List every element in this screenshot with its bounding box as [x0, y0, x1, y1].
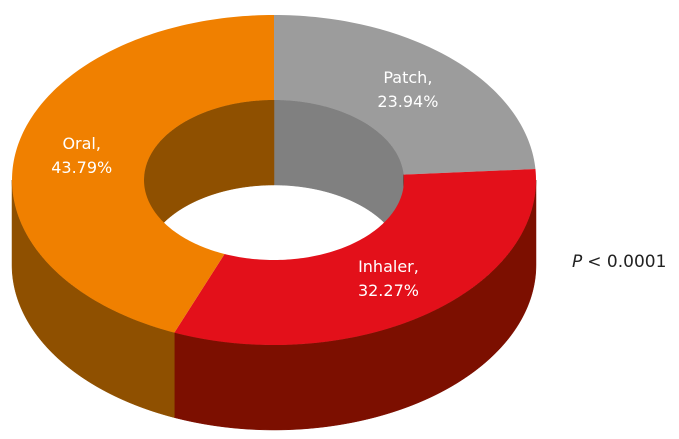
slice: [12, 15, 274, 333]
slice-label: Inhaler,: [358, 257, 419, 276]
slice-value-label: 32.27%: [358, 281, 419, 300]
slice-value-label: 23.94%: [377, 92, 438, 111]
slice-label: Oral,: [62, 134, 101, 153]
annotation-text: < 0.0001: [587, 252, 666, 272]
slice: [274, 15, 536, 175]
slice-value-label: 43.79%: [51, 158, 112, 177]
slice-label: Patch,: [383, 68, 432, 87]
annotation: P < 0.0001: [572, 252, 666, 272]
annotation-p: P: [572, 252, 583, 272]
slice: [174, 169, 536, 345]
